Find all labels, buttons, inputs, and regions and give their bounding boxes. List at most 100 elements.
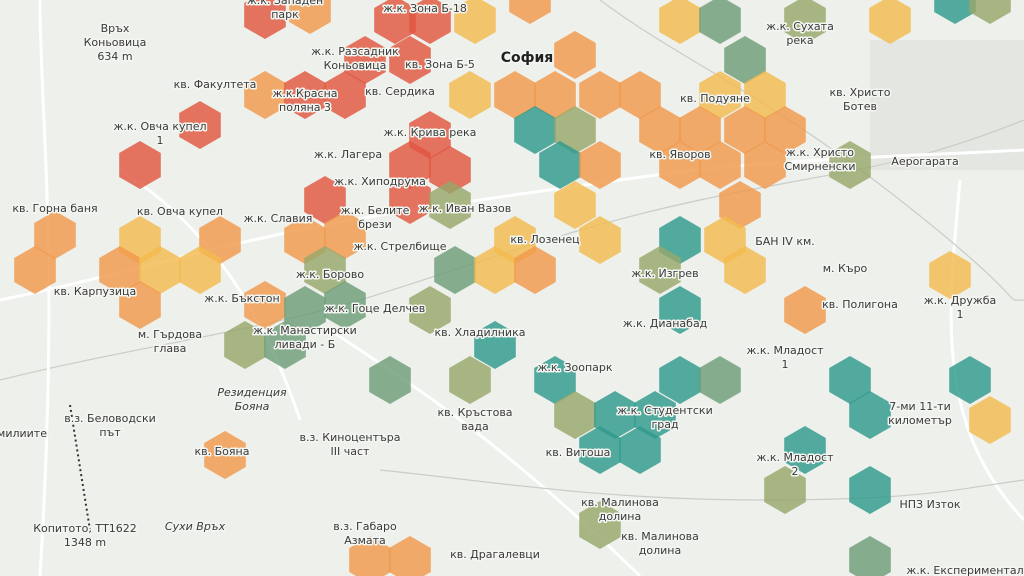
place-label: ж.к. Манастирски <box>253 324 357 337</box>
hex-cell <box>929 251 971 299</box>
place-label: м. Гърдова <box>138 328 202 341</box>
hex-cell <box>659 286 701 334</box>
hex-cell <box>784 286 826 334</box>
hex-cell <box>659 141 701 189</box>
hex-cell <box>969 0 1011 24</box>
hex-cell <box>554 31 596 79</box>
place-label: БАН IV км. <box>755 235 815 248</box>
airport-area <box>870 40 1024 170</box>
hex-cell <box>514 106 556 154</box>
hex-cell <box>534 71 576 119</box>
place-label: ж.к. Славия <box>244 212 313 225</box>
hex-cell <box>639 246 681 294</box>
place-label: ж.к. Бъкстон <box>204 292 279 305</box>
place-label: кв. Малинова <box>621 530 699 543</box>
place-label: Коньовица <box>324 59 387 72</box>
place-label: кв. Овча купел <box>137 205 223 218</box>
place-label: ж.к. Изгрев <box>631 267 698 280</box>
hex-cell <box>389 536 431 576</box>
hex-cell <box>389 141 431 189</box>
place-label: ж.к. Зона Б-18 <box>383 2 467 15</box>
hex-cell <box>679 106 721 154</box>
hex-cell <box>434 246 476 294</box>
hex-cell <box>474 246 516 294</box>
hex-cell <box>244 0 286 39</box>
place-label: София <box>501 50 554 66</box>
place-label: път <box>99 426 121 439</box>
place-label: парк <box>271 8 299 21</box>
place-label: кв. Зона Б-5 <box>405 58 475 71</box>
hex-cell <box>389 176 431 224</box>
hex-cell <box>264 321 306 369</box>
place-label: Коньовица <box>84 36 147 49</box>
hex-cell <box>829 356 871 404</box>
hex-cell <box>579 141 621 189</box>
place-label: вада <box>461 420 489 433</box>
place-label: 1 <box>782 358 789 371</box>
hex-cell <box>579 501 621 549</box>
hex-cell <box>244 281 286 329</box>
place-label: ж.к. Студентски <box>617 404 712 417</box>
place-label: НПЗ Изток <box>900 498 961 511</box>
hex-cell <box>724 246 766 294</box>
road <box>119 168 302 421</box>
place-label: поляна 3 <box>279 101 331 114</box>
hex-cell <box>594 391 636 439</box>
hex-cell <box>14 246 56 294</box>
hex-cell <box>139 246 181 294</box>
place-label: долина <box>639 544 681 557</box>
place-label: м. Къро <box>823 262 868 275</box>
place-label: ж.к. Иван Вазов <box>419 202 512 215</box>
place-label: ж.к. Христо <box>786 146 854 159</box>
railway <box>599 0 1024 301</box>
place-label: кв. Сердика <box>365 85 435 98</box>
place-label: кв. Кръстова <box>437 406 512 419</box>
place-label: километър <box>888 414 952 427</box>
place-label: кв. Драгалевци <box>450 548 540 561</box>
place-label: в.з. Габаро <box>333 520 397 533</box>
hex-cell <box>429 146 471 194</box>
hex-cell <box>554 391 596 439</box>
place-label: Връх <box>101 22 130 35</box>
hex-cell <box>409 286 451 334</box>
place-label: 1 <box>157 134 164 147</box>
place-label: 1 <box>957 308 964 321</box>
place-label: ж.к. Експериментал <box>906 564 1023 576</box>
place-label: кв. Горна баня <box>12 202 97 215</box>
place-label: Резиденция <box>217 386 287 399</box>
hex-cell <box>659 0 701 44</box>
hex-cell <box>179 101 221 149</box>
place-label: ж.к. Младост <box>746 344 824 357</box>
hex-cell <box>579 426 621 474</box>
place-label: Копитото, ТТ1622 <box>33 522 137 535</box>
hex-cell <box>304 246 346 294</box>
place-label: ж.к. Дианабад <box>623 317 708 330</box>
ring-road <box>379 469 1024 501</box>
place-label: 2 <box>792 465 799 478</box>
hex-cell <box>724 36 766 84</box>
hex-cell <box>554 106 596 154</box>
place-label: милиите <box>0 427 47 440</box>
place-label: кв. Витоша <box>546 446 611 459</box>
road <box>949 179 1024 522</box>
road <box>38 0 51 576</box>
hex-cell <box>119 281 161 329</box>
place-label: ж.к. Младост <box>756 451 834 464</box>
place-label: Ботев <box>843 100 877 113</box>
hex-cell <box>509 0 551 24</box>
place-label: Азмата <box>344 534 386 547</box>
hex-cell <box>744 71 786 119</box>
hex-cell <box>349 536 391 576</box>
hex-cell <box>324 211 366 259</box>
place-label: Смирненски <box>784 160 855 173</box>
hex-cell <box>289 0 331 34</box>
place-label: брези <box>358 218 392 231</box>
hex-layer <box>14 0 1011 576</box>
hex-cell <box>119 141 161 189</box>
hex-cell <box>449 71 491 119</box>
hex-cell <box>534 356 576 404</box>
hex-cell <box>969 396 1011 444</box>
hex-cell <box>634 391 676 439</box>
hex-cell <box>474 321 516 369</box>
